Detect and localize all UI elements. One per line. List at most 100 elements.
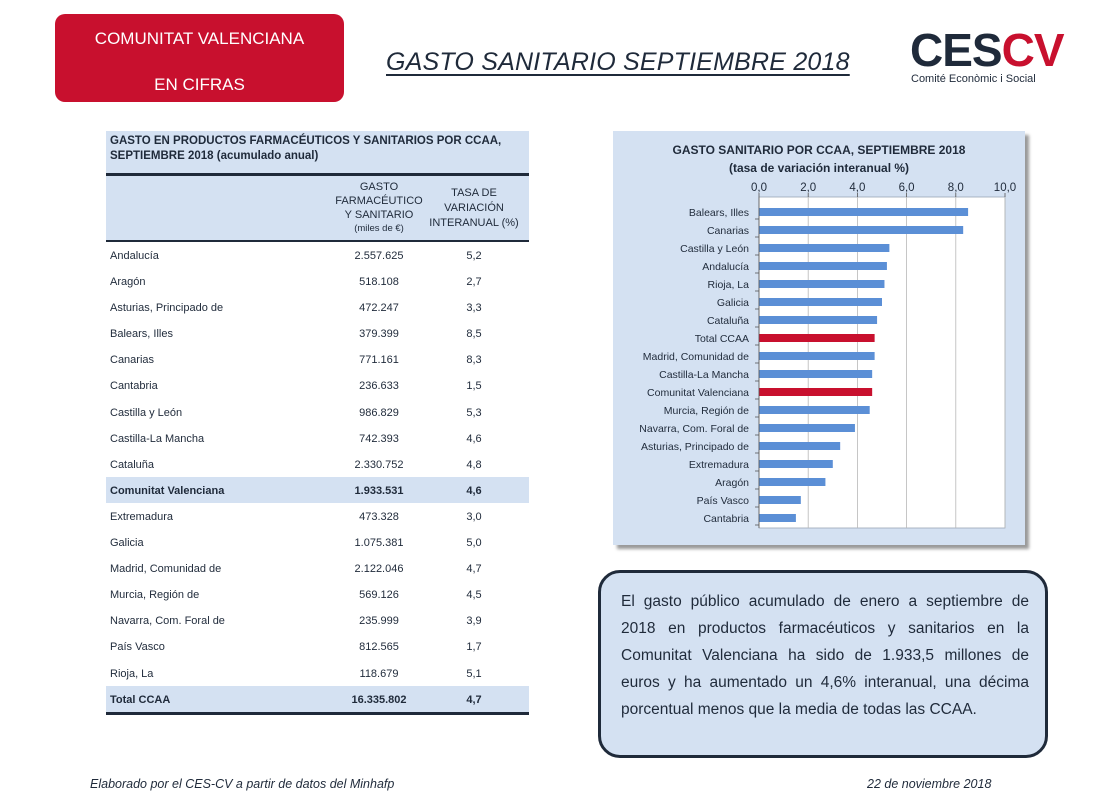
category-label: País Vasco: [697, 495, 749, 507]
region-name: País Vasco: [110, 641, 165, 654]
region-name: Total CCAA: [110, 693, 171, 706]
chart-title-block: GASTO SANITARIO POR CCAA, SEPTIEMBRE 201…: [613, 141, 1025, 177]
expenditure-value: 986.829: [359, 406, 399, 419]
bar: [759, 406, 870, 414]
table-row: Balears, Illes 379.399 8,5: [106, 320, 529, 346]
rate-value: 5,0: [466, 537, 482, 550]
rate-value: 4,5: [466, 589, 482, 602]
logo-mark: CESCV: [910, 26, 1064, 74]
region-name: Castilla-La Mancha: [110, 432, 205, 445]
col2-line-3: INTERANUAL (%): [429, 217, 519, 229]
bar: [759, 262, 887, 270]
expenditure-value: 812.565: [359, 641, 399, 654]
bar: [759, 478, 826, 486]
table-row: Cantabria 236.633 1,5: [106, 372, 529, 398]
category-label: Galicia: [717, 297, 749, 309]
expenditure-value: 472.247: [359, 302, 399, 315]
expenditure-value: 235.999: [359, 615, 399, 628]
table-row: Murcia, Región de 569.126 4,5: [106, 581, 529, 607]
category-label: Andalucía: [702, 261, 749, 273]
bar-chart-panel: GASTO SANITARIO POR CCAA, SEPTIEMBRE 201…: [613, 131, 1025, 545]
table-row: País Vasco 812.565 1,7: [106, 633, 529, 659]
category-label: Canarias: [707, 225, 749, 237]
table-row: Castilla y León 986.829 5,3: [106, 399, 529, 425]
category-label: Castilla-La Mancha: [659, 369, 749, 381]
rate-value: 5,2: [466, 250, 482, 262]
tick-label: 6,0: [899, 182, 915, 194]
col1-unit: (miles de €): [354, 223, 404, 234]
rate-value: 4,6: [466, 432, 482, 445]
badge-line-2: EN CIFRAS: [154, 75, 245, 94]
expenditure-value: 518.108: [359, 276, 399, 289]
badge-line-1: COMUNITAT VALENCIANA: [94, 29, 305, 48]
bar: [759, 424, 855, 432]
bar: [759, 514, 796, 522]
tick-label: 10,0: [994, 182, 1016, 194]
bar-chart: 0,0 2,0 4,0 6,0 8,0 10,0 Balears, Illes Canaria…: [639, 182, 1016, 529]
bar: [759, 298, 882, 306]
summary-text: El gasto público acumulado de enero a se…: [621, 593, 1029, 718]
region-name: Navarra, Com. Foral de: [110, 615, 225, 628]
category-label: Aragón: [715, 477, 749, 489]
table-row: Canarias 771.161 8,3: [106, 346, 529, 372]
col1-line-1: GASTO: [359, 181, 399, 193]
rate-value: 4,8: [466, 458, 482, 471]
expenditure-value: 379.399: [359, 328, 399, 341]
col1-line-2: FARMACÉUTICO: [335, 195, 423, 207]
bar: [759, 334, 875, 342]
rate-value: 5,3: [466, 406, 482, 419]
region-name: Canarias: [110, 354, 155, 367]
tick-label: 0,0: [751, 182, 767, 194]
category-label: Cantabria: [703, 513, 749, 525]
expenditure-table: GASTO EN PRODUCTOS FARMACÉUTICOS Y SANIT…: [106, 131, 529, 715]
tick-label: 8,0: [948, 182, 964, 194]
rate-value: 3,0: [466, 510, 482, 523]
expenditure-value: 1.933.531: [354, 484, 404, 497]
expenditure-value: 2.557.625: [354, 250, 404, 262]
expenditure-value: 473.328: [359, 510, 399, 523]
column-header-rate: TASA DE VARIACIÓN INTERANUAL (%): [425, 186, 523, 231]
rate-value: 4,6: [466, 484, 482, 497]
expenditure-value: 16.335.802: [351, 693, 407, 706]
category-label: Navarra, Com. Foral de: [639, 423, 749, 435]
summary-callout: El gasto público acumulado de enero a se…: [598, 570, 1048, 758]
table-body: Andalucía 2.557.625 5,2 Aragón 518.108 2,7 Ast…: [106, 242, 529, 712]
column-header-expenditure: GASTO FARMACÉUTICO Y SANITARIO (miles de…: [331, 180, 427, 236]
region-name: Andalucía: [110, 250, 159, 262]
region-name: Balears, Illes: [110, 328, 173, 341]
rate-value: 4,7: [466, 563, 482, 576]
expenditure-value: 771.161: [359, 354, 399, 367]
rate-value: 3,9: [466, 615, 482, 628]
table-row: Aragón 518.108 2,7: [106, 268, 529, 294]
col2-line-1: TASA DE: [451, 187, 497, 199]
table-title: GASTO EN PRODUCTOS FARMACÉUTICOS Y SANIT…: [106, 131, 529, 173]
table-row: Castilla-La Mancha 742.393 4,6: [106, 425, 529, 451]
category-label: Castilla y León: [680, 243, 749, 255]
chart-subtitle: (tasa de variación interanual %): [728, 161, 910, 175]
plot-area: [758, 196, 1006, 529]
region-name: Aragón: [110, 276, 146, 289]
expenditure-value: 569.126: [359, 589, 399, 602]
category-label: Comunitat Valenciana: [647, 387, 749, 399]
category-label: Asturias, Principado de: [641, 441, 749, 453]
bar: [759, 388, 873, 396]
rate-value: 1,7: [466, 641, 482, 654]
bar: [759, 370, 873, 378]
table-header: GASTO FARMACÉUTICO Y SANITARIO (miles de…: [106, 173, 529, 242]
table-bottom-rule: [106, 711, 529, 715]
category-label: Madrid, Comunidad de: [643, 351, 749, 363]
logo-letters-dark: CES: [910, 24, 1003, 76]
region-name: Asturias, Principado de: [110, 302, 224, 315]
table-row: Rioja, La 118.679 5,1: [106, 660, 529, 686]
col1-line-3: Y SANITARIO: [344, 209, 414, 221]
bar: [759, 208, 969, 216]
table-row: Andalucía 2.557.625 5,2: [106, 242, 529, 268]
table-row: Cataluña 2.330.752 4,8: [106, 451, 529, 477]
category-label: Murcia, Región de: [664, 405, 749, 417]
bar: [759, 244, 890, 252]
region-name: Madrid, Comunidad de: [110, 563, 222, 576]
region-name: Cataluña: [110, 458, 155, 471]
bar: [759, 352, 875, 360]
bar: [759, 496, 801, 504]
table-row: Total CCAA 16.335.802 4,7: [106, 685, 529, 712]
